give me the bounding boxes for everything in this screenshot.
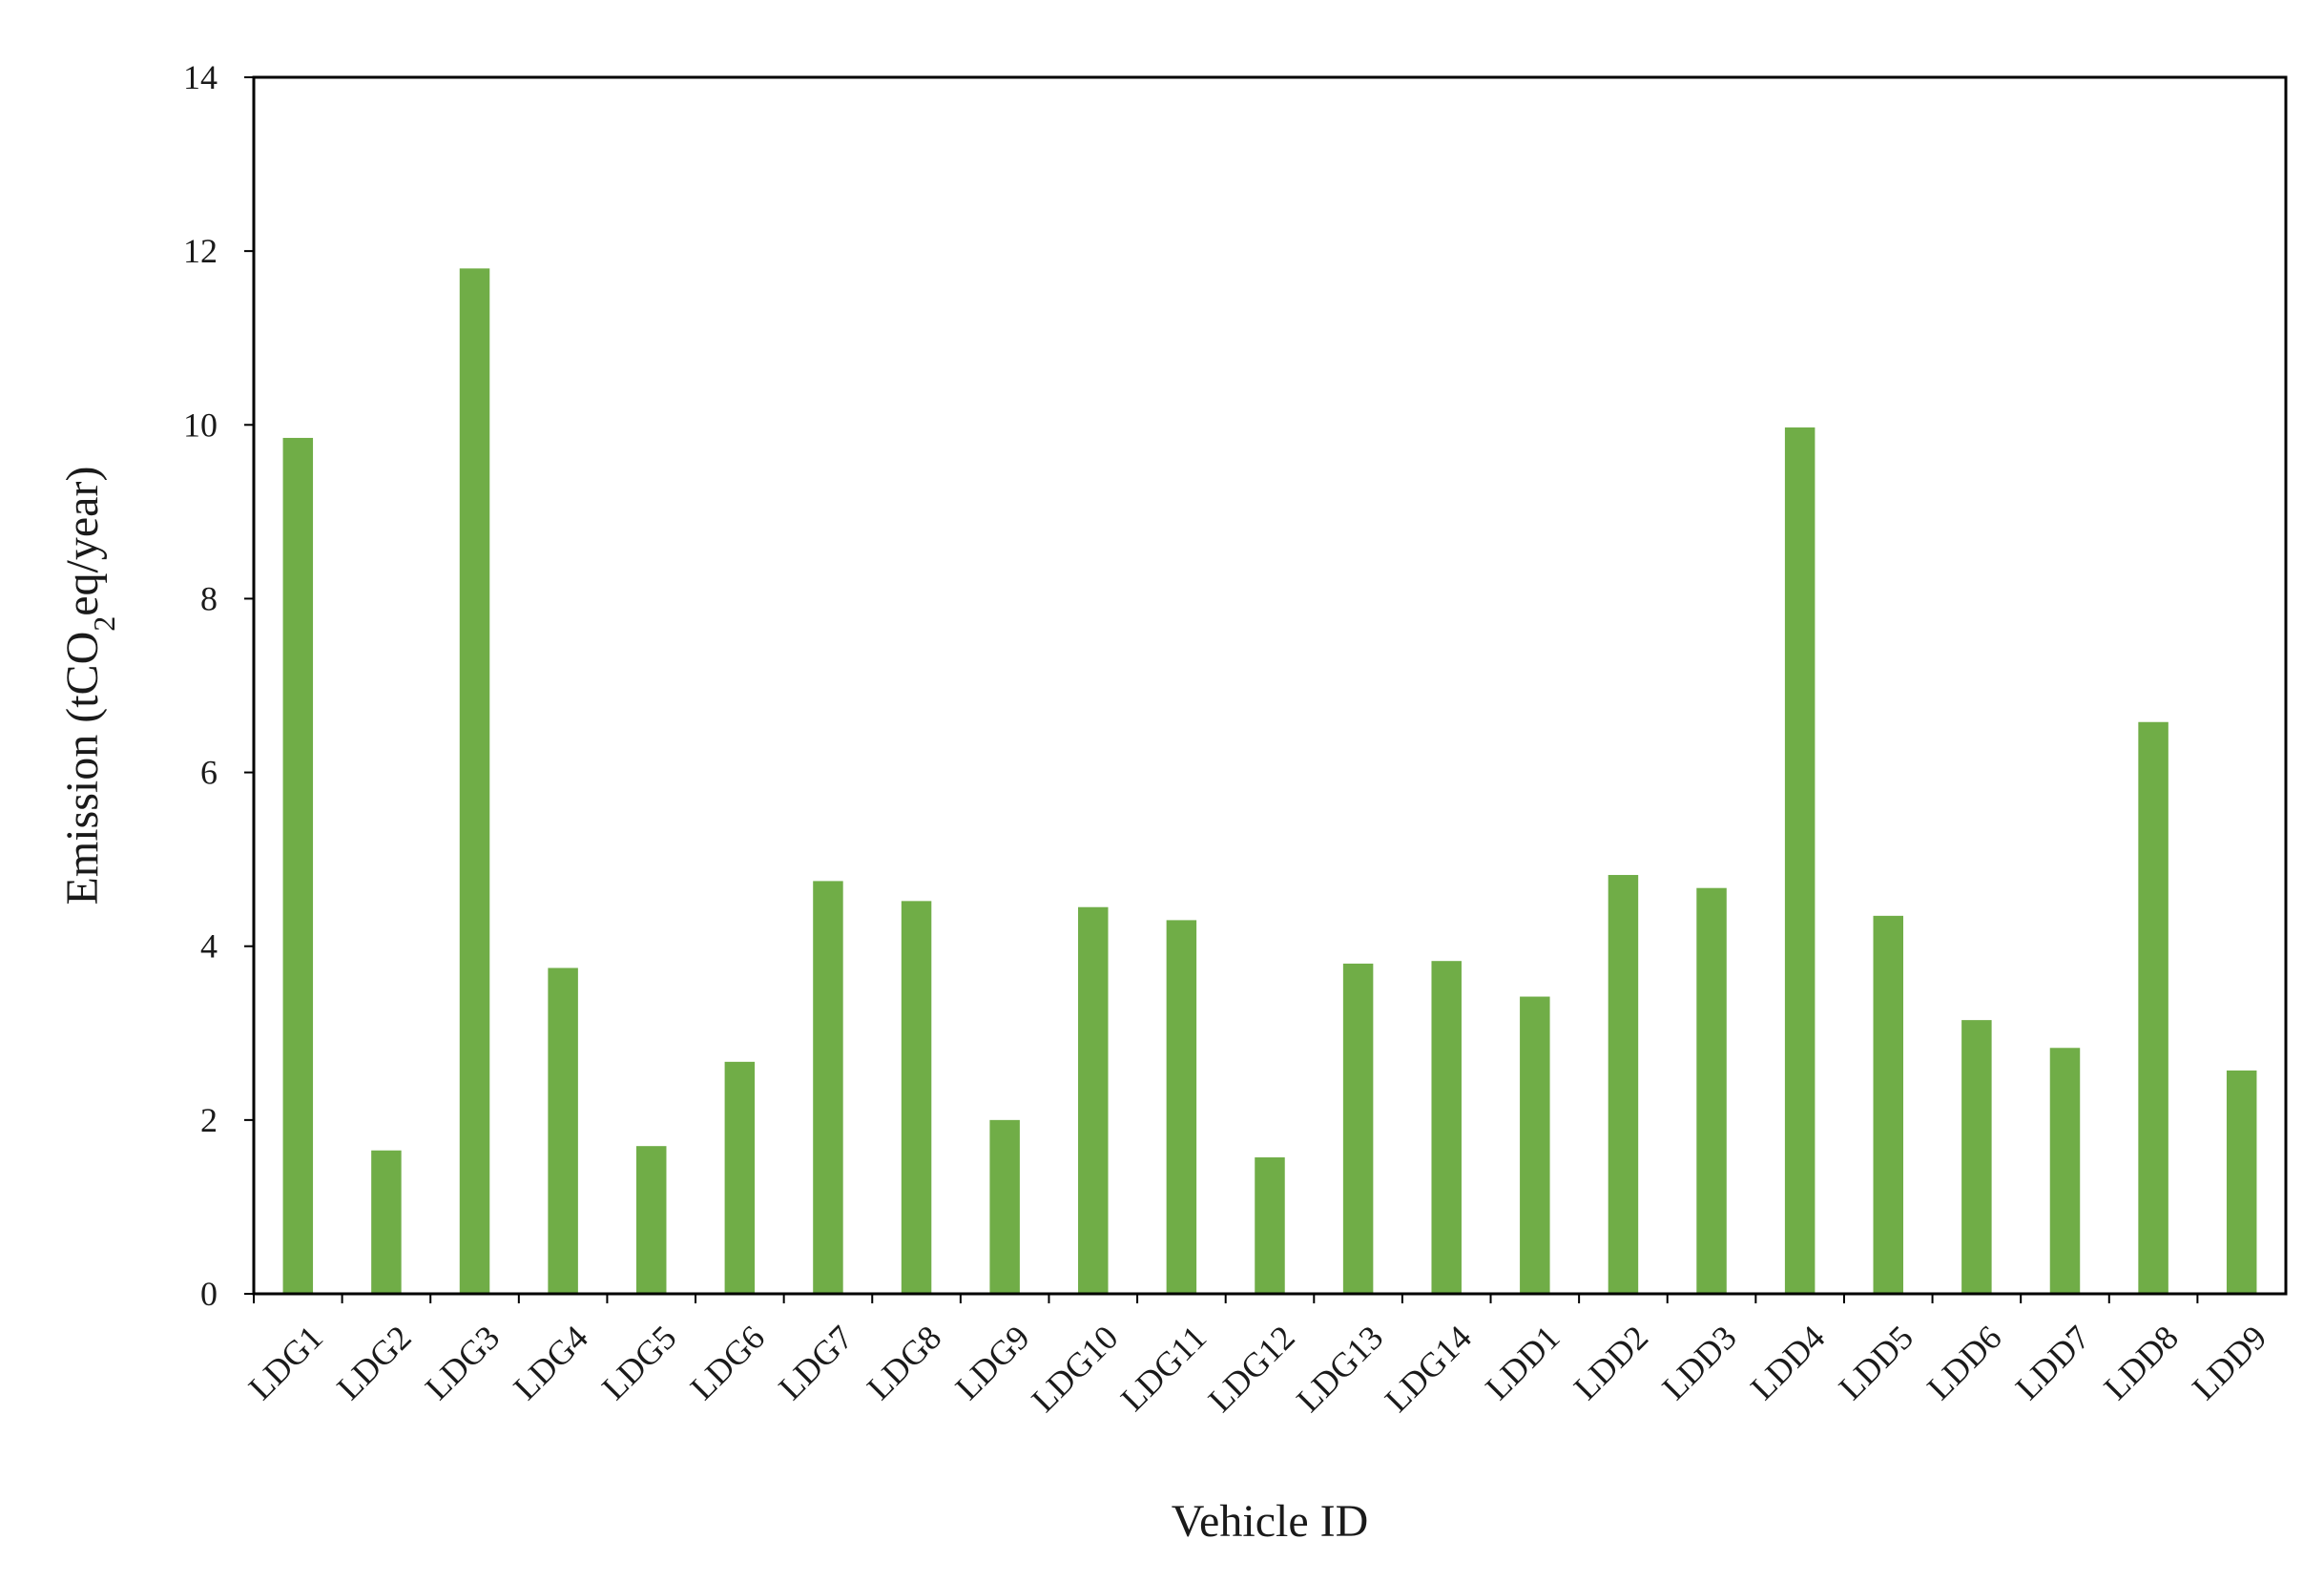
x-tick-label: LDD3 bbox=[1654, 1318, 1743, 1406]
x-tick-label: LDD4 bbox=[1743, 1318, 1832, 1406]
x-tick-label: LDG14 bbox=[1378, 1318, 1479, 1419]
x-tick-label: LDD1 bbox=[1478, 1318, 1567, 1406]
bar-ldd7 bbox=[2049, 1048, 2081, 1294]
bars-layer bbox=[282, 268, 2257, 1295]
bar-ldd6 bbox=[1961, 1020, 1992, 1294]
y-tick-label: 2 bbox=[200, 1101, 218, 1139]
bar-ldg1 bbox=[282, 437, 314, 1295]
bar-ldg4 bbox=[548, 967, 578, 1294]
bar-ldd2 bbox=[1608, 875, 1639, 1294]
bar-ldd1 bbox=[1520, 996, 1550, 1294]
bar-ldg2 bbox=[371, 1150, 402, 1294]
x-tick-label: LDD7 bbox=[2008, 1318, 2097, 1406]
x-tick-label: LDG12 bbox=[1201, 1318, 1302, 1419]
bar-ldg14 bbox=[1431, 961, 1462, 1294]
y-tick-label: 6 bbox=[200, 754, 218, 792]
y-axis-title-prefix: Emission (tCO bbox=[57, 632, 108, 905]
y-tick-label: 10 bbox=[183, 406, 218, 444]
x-axis-ticks: LDG1 LDG2 LDG3 LDG4 LDG5 LDG6 LDG7 LDG8 LDG9LDG1… bbox=[241, 1294, 2273, 1420]
bar-ldd8 bbox=[2138, 721, 2168, 1294]
y-axis-title-suffix: eq/year) bbox=[57, 467, 108, 616]
x-tick-label: LDG6 bbox=[683, 1318, 772, 1406]
bar-ldg5 bbox=[635, 1146, 667, 1294]
x-tick-label: LDG8 bbox=[860, 1318, 948, 1406]
bar-ldg12 bbox=[1255, 1157, 1285, 1294]
y-tick-label: 12 bbox=[183, 232, 218, 270]
x-tick-label: LDG7 bbox=[771, 1318, 860, 1406]
x-tick-label: LDD5 bbox=[1832, 1318, 1920, 1406]
x-tick-label: LDG9 bbox=[948, 1318, 1037, 1406]
x-tick-label: LDG2 bbox=[329, 1318, 418, 1406]
bar-ldd3 bbox=[1696, 887, 1727, 1294]
x-tick-label: LDG10 bbox=[1024, 1318, 1125, 1419]
x-tick-label: LDD9 bbox=[2185, 1318, 2273, 1406]
x-tick-label: LDD6 bbox=[1919, 1318, 2008, 1406]
plot-area-frame bbox=[252, 75, 2288, 1296]
x-tick-label: LDG3 bbox=[418, 1318, 507, 1406]
x-tick-label: LDG4 bbox=[507, 1318, 595, 1406]
bar-ldd5 bbox=[1873, 915, 1904, 1294]
bar-ldg13 bbox=[1342, 963, 1374, 1294]
y-tick-label: 0 bbox=[200, 1275, 218, 1313]
bar-ldg9 bbox=[989, 1119, 1020, 1294]
x-tick-label: LDG13 bbox=[1289, 1318, 1390, 1419]
y-axis-title: Emission (tCO2eq/year) bbox=[57, 467, 121, 905]
y-axis-title-subscript: 2 bbox=[87, 616, 121, 632]
bar-ldg7 bbox=[813, 881, 843, 1294]
x-tick-label: LDG1 bbox=[241, 1318, 330, 1406]
bar-ldd4 bbox=[1784, 427, 1816, 1295]
y-tick-label: 8 bbox=[200, 579, 218, 617]
bar-ldd9 bbox=[2226, 1070, 2257, 1294]
x-tick-label: LDG5 bbox=[594, 1318, 683, 1406]
bar-ldg11 bbox=[1166, 920, 1197, 1294]
y-axis-ticks: 0 2 4 6 8 10 12 14 bbox=[183, 58, 254, 1313]
x-axis-title: Vehicle ID bbox=[1172, 1496, 1369, 1547]
y-tick-label: 14 bbox=[183, 58, 218, 96]
x-tick-label: LDG11 bbox=[1113, 1318, 1214, 1418]
bar-ldg10 bbox=[1078, 906, 1109, 1294]
bar-ldg3 bbox=[459, 268, 490, 1294]
bar-ldg6 bbox=[724, 1061, 756, 1294]
x-tick-label: LDD8 bbox=[2097, 1318, 2186, 1406]
bar-ldg8 bbox=[901, 901, 932, 1294]
y-tick-label: 4 bbox=[200, 927, 218, 966]
x-tick-label: LDD2 bbox=[1567, 1318, 1655, 1406]
